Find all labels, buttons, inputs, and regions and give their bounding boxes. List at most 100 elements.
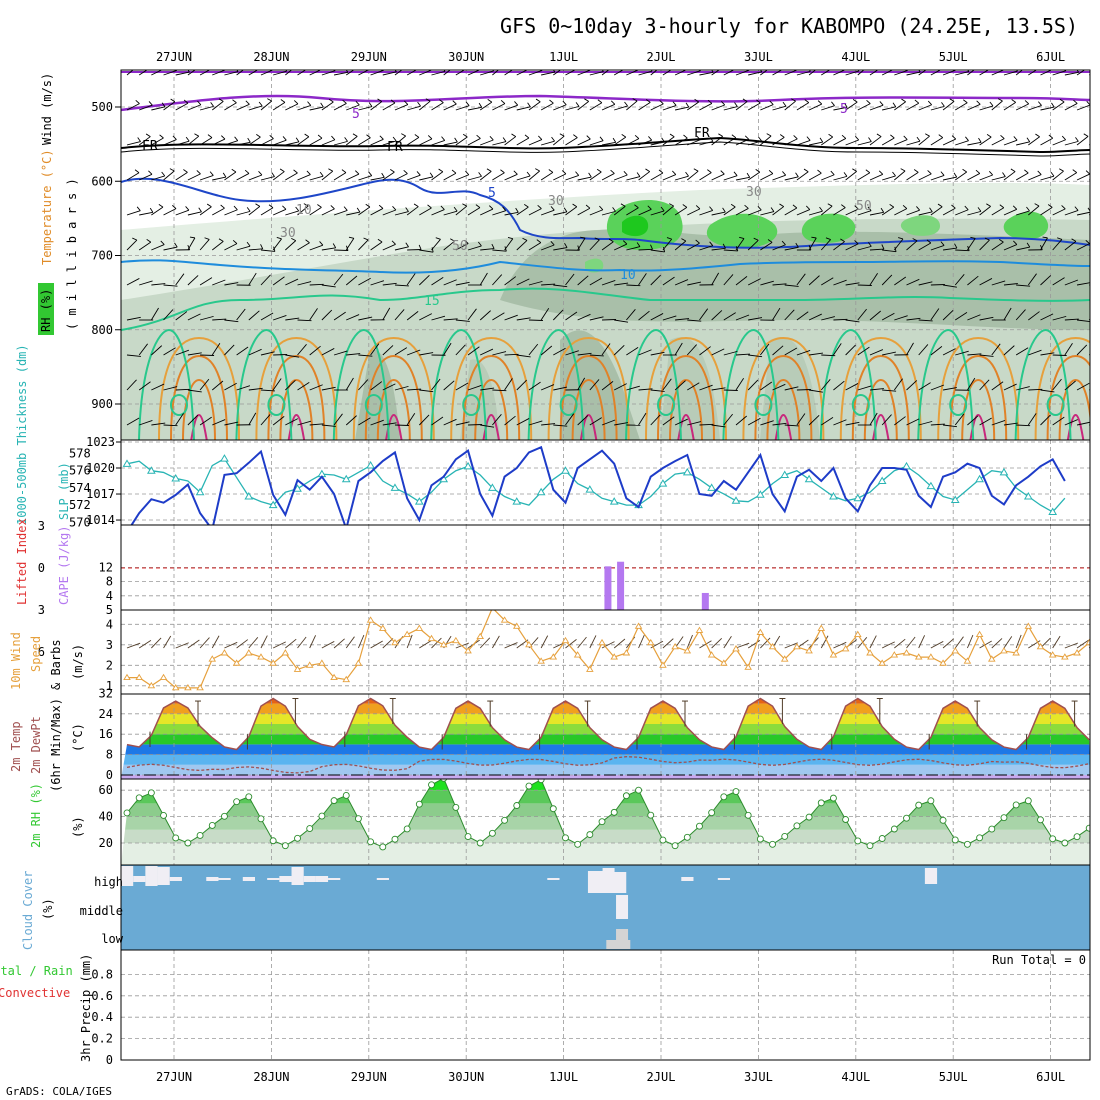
date-label-top-3: 30JUN (448, 50, 484, 64)
upper-barb-12-7 (273, 315, 287, 321)
upper-barb-72-4 (1003, 208, 1017, 216)
upper-barb-feather-64-3 (913, 169, 919, 173)
upper-barb-feather-19-2 (366, 134, 371, 139)
upper-barb-20-1 (370, 101, 383, 111)
upper-barb-48-0 (711, 70, 720, 76)
surface-barb-51 (747, 639, 761, 649)
upper-barb-10-6 (248, 272, 257, 286)
upper-barb-32-3 (516, 175, 531, 181)
upper-barb-feather-64-2 (916, 136, 921, 142)
wind-marker-70 (975, 630, 984, 637)
thickness-marker-14 (293, 484, 302, 492)
wind-marker-11 (257, 653, 265, 660)
upper-barb-64-6 (906, 278, 920, 286)
upper-barb-49-1 (723, 106, 738, 111)
thickness-marker-60 (853, 493, 863, 502)
upper-barb-feather-72-2 (1013, 136, 1018, 141)
date-label-bottom-9: 6JUL (1036, 1070, 1065, 1084)
wind-marker-71 (987, 655, 996, 662)
upper-barb-26-7 (443, 318, 458, 321)
thickness-marker-68 (950, 495, 960, 503)
upper-barb-feather-71-2 (1000, 134, 1005, 139)
upper-barb-feather-67-4 (951, 204, 956, 209)
surface-barb-78 (1076, 639, 1089, 649)
precip-ticklabel-4: 0.8 (91, 967, 113, 981)
upper-barb-feather-42-3 (645, 168, 650, 172)
rh-marker-76 (1049, 835, 1057, 843)
upper-barb-74-6 (1027, 273, 1037, 286)
upper-barb-72-0 (1003, 70, 1018, 76)
upper-barb-58-8 (833, 343, 842, 356)
upper-barb-feather-63-1 (901, 98, 906, 103)
upper-barb-48-1 (711, 104, 725, 111)
upper-barb-feather-21-0 (394, 70, 397, 73)
upper-barb-37-4 (577, 207, 591, 216)
li-ticklabel-0: 3 (38, 519, 45, 533)
upper-barb-feather-61-3 (878, 170, 884, 175)
upper-barb-feather-39-3 (610, 169, 615, 174)
upper-barb-20-8 (370, 343, 380, 356)
upper-barb-feather-76-4 (1061, 205, 1066, 210)
wind-marker-25 (427, 634, 436, 642)
wind-marker-52 (756, 628, 765, 635)
surface-barb-52 (760, 637, 771, 649)
surface-barb-16 (321, 641, 335, 649)
thickness-marker-66 (926, 481, 936, 490)
upper-barb-43-10 (650, 414, 661, 426)
upper-barb-feather-33-2 (538, 135, 543, 140)
upper-barb-44-9 (662, 378, 672, 391)
warm-contour-0-0 (158, 336, 240, 440)
upper-barb-75-1 (1040, 106, 1055, 111)
upper-barb-4-9 (175, 388, 190, 391)
rh-label-50a: 50 (452, 239, 468, 254)
cape-bar-0 (604, 566, 612, 610)
upper-barb-24-2 (419, 138, 433, 146)
warm-contour-9-0 (1034, 336, 1090, 440)
upper-barb-68-5 (955, 249, 970, 252)
upper-barb-37-5 (577, 237, 586, 251)
upper-barb-16-3 (321, 170, 334, 181)
upper-barb-8-7 (224, 319, 239, 323)
upper-barb-feather-41-0 (636, 66, 639, 70)
upper-barb-feather-62-4 (889, 203, 895, 208)
upper-barb-36-10 (565, 413, 575, 426)
upper-barb-40-6 (614, 282, 629, 286)
upper-barb-feather-64-5 (912, 238, 918, 242)
upper-barb-12-0 (273, 70, 287, 76)
upper-barb-44-4 (662, 205, 674, 216)
thickness-ticklabel-0: 570 (69, 515, 91, 529)
upper-barb-69-6 (967, 275, 979, 286)
upper-barb-30-5 (492, 249, 507, 252)
rh-marker-19 (354, 815, 362, 823)
bottom-date-labels: 27JUN 28JUN 29JUN 30JUN 1JUL 2JUL 3JUL 4JUL 5JUL… (156, 1070, 1065, 1084)
precip-ticklabel-1: 0.2 (91, 1032, 113, 1046)
upper-barb-feather-28-4 (475, 204, 481, 208)
upper-barb-feather-33-5 (536, 239, 542, 243)
green-contour-6 (722, 328, 780, 440)
upper-barb-29-0 (480, 70, 494, 76)
upper-barb-feather-13-4 (295, 206, 300, 212)
upper-barb-feather-34-2 (551, 136, 555, 142)
upper-barb-24-4 (419, 207, 432, 216)
upper-barb-feather-45-0 (684, 66, 688, 69)
upper-barb-79-4 (1088, 213, 1090, 216)
upper-barb-feather-36-3 (575, 171, 580, 176)
wind-marker-65 (914, 653, 923, 660)
upper-barb-54-1 (784, 100, 796, 111)
upper-barb-feather-57-2 (828, 133, 833, 138)
upper-barb-53-10 (772, 422, 787, 426)
upper-barb-feather-36-2 (573, 134, 578, 138)
upper-barb-feather-47-1 (707, 99, 713, 104)
upper-barb-45-6 (674, 279, 689, 286)
upper-barb-feather-20-1 (377, 98, 383, 102)
upper-barb-feather-66-0 (939, 65, 943, 68)
upper-barb-feather-77-1 (1073, 99, 1078, 104)
upper-barb-74-1 (1028, 105, 1042, 111)
upper-barb-12-2 (273, 139, 287, 146)
upper-barb-33-1 (528, 101, 541, 111)
upper-barb-52-8 (760, 343, 770, 356)
upper-barb-15-1 (309, 106, 324, 111)
surface-barb-12 (272, 641, 286, 649)
upper-barb-42-6 (638, 273, 647, 286)
